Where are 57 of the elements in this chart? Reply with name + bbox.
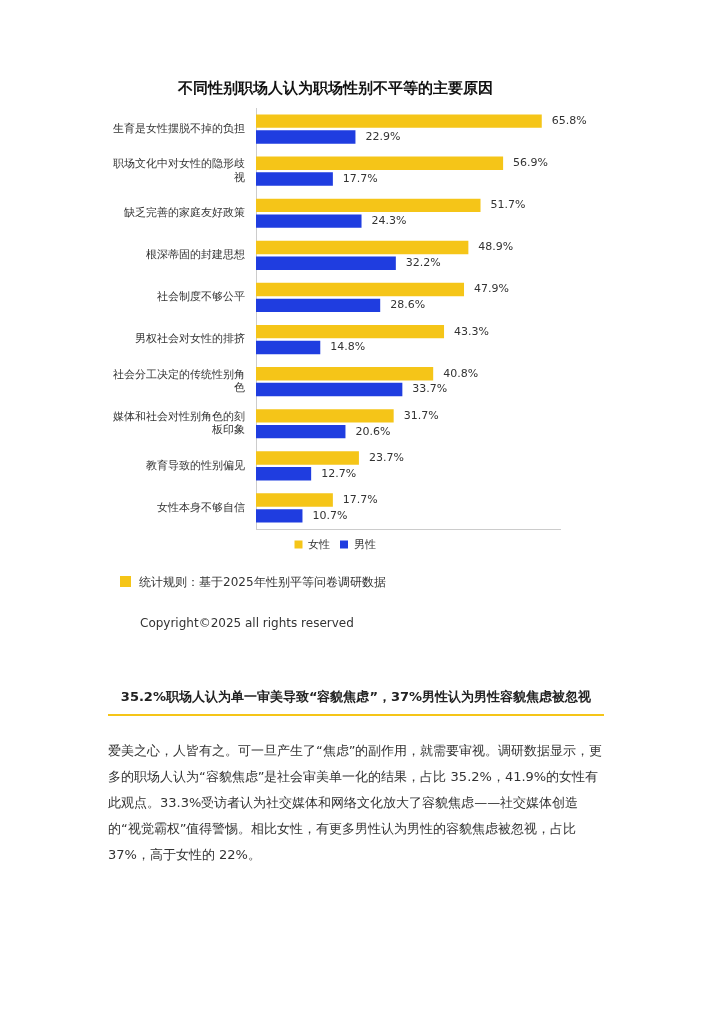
text: 爱美之心，人皆有之。可一旦产生了“焦虑”的副作用，就需要审视。调研数据显示，更多的职场人认为“容貌焦虑”是社会审美单一化的结果，占比 35.2%，41.9%的女性有此观点。33.3%受访者认为社交媒体和网络文化放大了容貌焦虑——社交媒体创造的“视觉霸权”值得警惕。相比女性，有更多男性认为男性的容貌焦虑被忽视，占比 37%，高于女性的 22%。 (108, 742, 604, 864)
y-tick-label: 女性本身不够自信 (157, 500, 245, 514)
data-label: 47.9% (474, 282, 509, 296)
bar (256, 509, 303, 523)
data-label: 43.3% (454, 324, 489, 338)
data-label: 51.7% (490, 198, 526, 212)
data-label: 23.7% (368, 450, 404, 464)
y-tick-label: 男权社会对女性的排挤 (135, 332, 245, 346)
data-label: 10.7% (312, 508, 348, 522)
bar (256, 114, 542, 128)
data-label: 12.7% (321, 466, 357, 480)
data-label: 40.8% (443, 366, 479, 380)
bar (256, 324, 445, 339)
legend-label: 男性 (353, 537, 376, 550)
legend-label: 女性 (308, 537, 330, 550)
bar (256, 256, 396, 270)
data-label: 28.6% (390, 298, 426, 312)
data-label: 24.3% (371, 214, 407, 227)
y-tick-label: 媒体和社会对性别角色的刻板印象 (113, 410, 245, 437)
data-label: 17.7% (342, 171, 378, 185)
chart-title: 不同性别职场人认为职场性别不平等的主要原因 (176, 78, 493, 97)
bar (256, 340, 321, 355)
y-tick-label: 社会分工决定的传统性别角色 (113, 367, 245, 395)
bar (256, 282, 465, 297)
bar (256, 467, 312, 481)
y-tick-label: 职场文化中对女性的隐形歧视 (113, 157, 245, 184)
data-label: 48.9% (478, 240, 514, 254)
y-tick-label: 根深蒂固的封建思想 (146, 248, 245, 262)
data-label: 14.8% (330, 340, 366, 354)
data-label: 20.6% (355, 424, 391, 438)
bar (256, 172, 333, 186)
bar (256, 198, 481, 213)
bar (256, 409, 394, 423)
bar (256, 240, 469, 255)
bar (256, 130, 356, 144)
bar (256, 156, 504, 170)
bar (256, 367, 434, 381)
bar (256, 493, 333, 507)
data-label: 56.9% (513, 156, 549, 170)
data-label: 17.7% (342, 492, 378, 506)
data-label: 32.2% (405, 256, 441, 270)
data-label: 31.7% (403, 408, 439, 422)
data-label: 65.8% (551, 114, 587, 128)
bar (256, 214, 362, 228)
y-tick-label: 生育是女性摆脱不掉的负担 (113, 121, 245, 135)
y-tick-label: 社会制度不够公平 (157, 290, 245, 304)
bar (256, 298, 381, 313)
bar (256, 424, 346, 439)
text: 统计规则：基于2025年性别平等问卷调研数据 (138, 574, 386, 591)
bar (256, 382, 403, 397)
data-label: 33.7% (412, 382, 448, 396)
text: Copyright©2025 all rights reserved (140, 616, 354, 630)
text: 35.2%职场人认为单一审美导致“容貌焦虑”，37%男性认为男性容貌焦虑被忽视 (108, 688, 604, 716)
bar (256, 451, 359, 465)
y-tick-label: 缺乏完善的家庭友好政策 (124, 206, 245, 220)
data-label: 22.9% (365, 129, 401, 143)
y-tick-label: 教育导致的性别偏见 (146, 458, 245, 472)
